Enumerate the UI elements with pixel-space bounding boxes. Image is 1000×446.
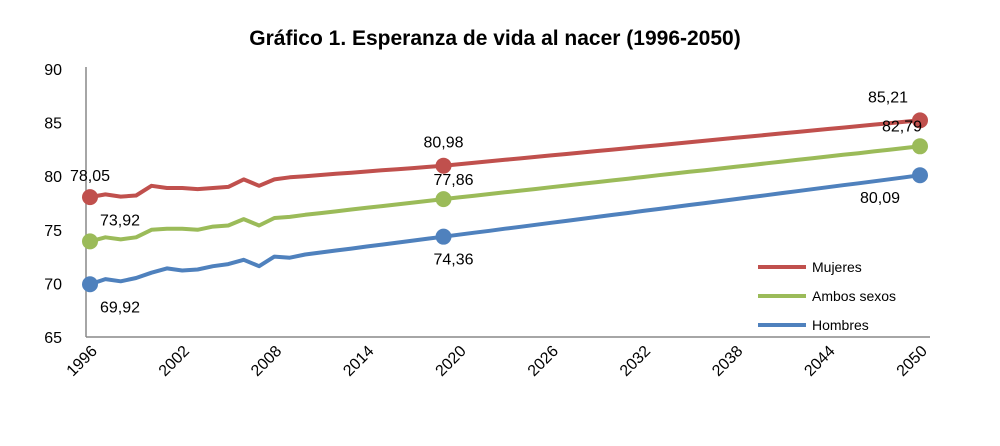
legend-label: Hombres [812,317,869,333]
highlight-point [435,191,452,208]
legend-label: Ambos sexos [812,288,896,304]
series-line-mujeres [89,118,921,200]
highlight-point [912,167,928,184]
legend-label: Mujeres [812,259,862,275]
x-tick-label: 2026 [525,343,562,380]
x-tick-label: 2014 [340,343,377,380]
y-tick-label: 90 [44,62,62,79]
legend-item: Ambos sexos [758,288,896,304]
data-label: 80,98 [423,135,463,152]
y-tick-label: 80 [44,169,62,186]
data-label: 80,09 [860,190,900,207]
highlight-point [82,276,98,293]
data-label: 85,21 [868,89,908,106]
series-line-hombres [89,173,921,287]
highlight-point [435,228,452,245]
highlight-point [82,233,98,250]
data-label: 82,79 [882,118,922,135]
highlight-point [912,138,928,155]
x-tick-label: 1996 [64,343,101,380]
x-tick-label: 2008 [248,343,285,380]
legend-item: Mujeres [758,259,862,275]
x-tick-label: 2044 [801,343,838,380]
y-tick-label: 65 [44,330,62,347]
highlight-point [82,189,98,206]
data-label: 73,92 [100,212,140,229]
y-tick-label: 85 [44,116,62,133]
x-tick-label: 2038 [709,343,746,380]
highlight-point [912,112,928,129]
chart-title: Gráfico 1. Esperanza de vida al nacer (1… [249,27,740,50]
data-label: 77,86 [433,172,473,189]
x-tick-label: 2020 [433,343,470,380]
series-line-ambos-sexos [89,144,921,244]
highlight-point [435,157,452,174]
x-tick-label: 2002 [156,343,193,380]
legend-item: Hombres [758,317,869,333]
y-tick-label: 70 [44,276,62,293]
y-tick-label: 75 [44,223,62,240]
x-tick-label: 2050 [894,343,931,380]
data-label: 78,05 [70,168,110,185]
x-tick-label: 2032 [617,343,654,380]
data-label: 69,92 [100,299,140,316]
data-label: 74,36 [433,252,473,269]
